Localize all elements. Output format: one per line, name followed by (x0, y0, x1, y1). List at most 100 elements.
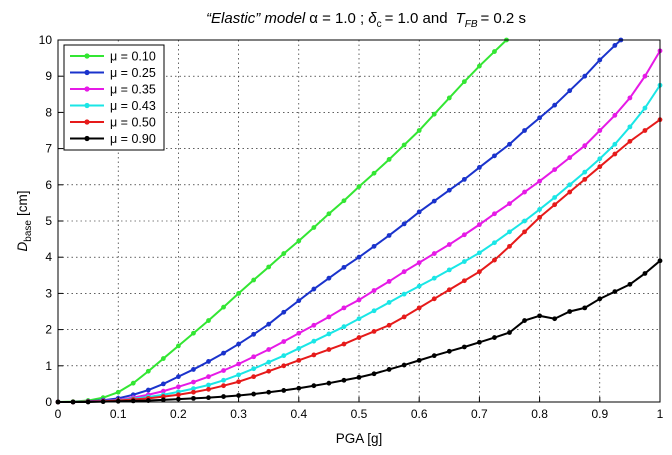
data-point (311, 353, 316, 358)
data-point (206, 374, 211, 379)
data-point (387, 367, 392, 372)
data-point (191, 331, 196, 336)
data-point (387, 279, 392, 284)
x-tick-label: 0.8 (531, 407, 548, 421)
data-point (357, 255, 362, 260)
data-point (311, 339, 316, 344)
legend-marker (84, 86, 89, 91)
data-point (131, 399, 136, 404)
data-point (342, 198, 347, 203)
data-point (643, 128, 648, 133)
data-point (612, 142, 617, 147)
data-point (552, 202, 557, 207)
y-tick-label: 0 (45, 395, 52, 409)
data-point (477, 222, 482, 227)
data-point (236, 342, 241, 347)
data-point (281, 310, 286, 315)
data-point (477, 64, 482, 69)
data-point (462, 259, 467, 264)
data-point (507, 244, 512, 249)
x-tick-label: 0.6 (411, 407, 428, 421)
title-t-sub: FB (465, 19, 478, 30)
data-point (492, 240, 497, 245)
y-tick-label: 4 (45, 250, 52, 264)
data-point (281, 363, 286, 368)
data-point (402, 222, 407, 227)
data-point (221, 383, 226, 388)
data-point (176, 374, 181, 379)
data-point (462, 345, 467, 350)
data-point (507, 330, 512, 335)
legend-label: μ = 0.35 (110, 83, 156, 97)
data-point (612, 152, 617, 157)
data-point (221, 305, 226, 310)
legend-label: μ = 0.50 (110, 116, 156, 130)
data-point (522, 318, 527, 323)
data-point (492, 153, 497, 158)
data-point (387, 157, 392, 162)
data-point (266, 360, 271, 365)
data-point (131, 381, 136, 386)
data-point (552, 103, 557, 108)
data-point (402, 363, 407, 368)
x-tick-label: 0 (55, 407, 62, 421)
data-point (236, 379, 241, 384)
data-point (477, 165, 482, 170)
chart-title: “Elastic” model α = 1.0 ; δc = 1.0 and TFB = … (206, 10, 526, 30)
data-point (432, 199, 437, 204)
data-point (522, 190, 527, 195)
data-point (206, 359, 211, 364)
data-point (327, 276, 332, 281)
data-point (387, 233, 392, 238)
data-point (582, 170, 587, 175)
data-point (357, 316, 362, 321)
data-point (161, 382, 166, 387)
y-axis-label-unit: [cm] (15, 191, 30, 217)
legend-marker (84, 119, 89, 124)
legend-label: μ = 0.43 (110, 99, 156, 113)
data-point (492, 49, 497, 54)
data-point (342, 265, 347, 270)
y-tick-label: 3 (45, 286, 52, 300)
data-point (612, 43, 617, 48)
data-point (372, 308, 377, 313)
data-point (327, 211, 332, 216)
data-point (522, 219, 527, 224)
data-point (251, 278, 256, 283)
data-point (582, 74, 587, 79)
data-point (372, 329, 377, 334)
y-tick-label: 8 (45, 105, 52, 119)
y-tick-label: 5 (45, 214, 52, 228)
legend-label: μ = 0.25 (110, 66, 156, 80)
data-point (327, 381, 332, 386)
data-point (492, 211, 497, 216)
data-point (206, 387, 211, 392)
data-point (206, 395, 211, 400)
data-point (311, 225, 316, 230)
title-alpha: α = 1.0 ; (309, 10, 364, 27)
y-tick-label: 10 (39, 33, 53, 47)
data-point (552, 316, 557, 321)
data-point (266, 322, 271, 327)
title-delta-sub: c (377, 19, 382, 30)
data-point (537, 115, 542, 120)
x-tick-label: 0.7 (471, 407, 488, 421)
x-tick-label: 0.5 (351, 407, 368, 421)
data-point (387, 300, 392, 305)
data-point (417, 305, 422, 310)
data-point (236, 291, 241, 296)
x-axis-label: PGA [g] (336, 431, 383, 446)
data-point (537, 179, 542, 184)
data-point (507, 142, 512, 147)
data-point (628, 124, 633, 129)
data-point (507, 229, 512, 234)
data-point (417, 358, 422, 363)
data-point (311, 383, 316, 388)
data-point (281, 353, 286, 358)
data-point (507, 201, 512, 206)
y-tick-label: 1 (45, 359, 52, 373)
data-point (582, 305, 587, 310)
data-point (402, 143, 407, 148)
data-point (567, 309, 572, 314)
data-point (191, 396, 196, 401)
